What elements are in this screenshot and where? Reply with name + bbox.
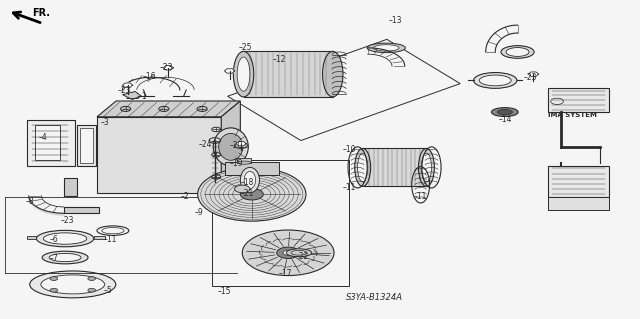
FancyBboxPatch shape	[548, 88, 609, 112]
Text: –14: –14	[499, 115, 512, 123]
Text: IMA SYSTEM: IMA SYSTEM	[548, 112, 597, 118]
Text: S3YA-B1324A: S3YA-B1324A	[346, 293, 403, 302]
Text: –23: –23	[159, 63, 173, 72]
Ellipse shape	[358, 153, 368, 182]
Ellipse shape	[286, 249, 312, 257]
Text: –19: –19	[230, 159, 243, 168]
Polygon shape	[225, 69, 235, 73]
Text: –24: –24	[199, 140, 212, 149]
Text: –3: –3	[100, 118, 109, 127]
Ellipse shape	[374, 45, 399, 51]
Ellipse shape	[36, 230, 94, 247]
Ellipse shape	[219, 133, 243, 160]
Circle shape	[88, 288, 95, 292]
Circle shape	[50, 288, 58, 292]
Circle shape	[198, 167, 306, 221]
FancyBboxPatch shape	[35, 125, 60, 160]
Circle shape	[283, 250, 293, 255]
Text: –13: –13	[389, 17, 403, 26]
Text: –1: –1	[138, 93, 147, 101]
Text: –25: –25	[239, 43, 252, 52]
Ellipse shape	[41, 275, 104, 294]
Circle shape	[241, 189, 263, 200]
Text: –23: –23	[61, 216, 74, 225]
Text: –18: –18	[241, 178, 253, 187]
Text: –23: –23	[524, 73, 538, 82]
Ellipse shape	[497, 109, 513, 115]
Ellipse shape	[355, 148, 371, 186]
FancyBboxPatch shape	[237, 158, 251, 163]
Text: –11: –11	[103, 235, 116, 244]
Ellipse shape	[29, 271, 116, 298]
Text: –2: –2	[181, 192, 189, 201]
Polygon shape	[529, 72, 539, 76]
Ellipse shape	[474, 72, 517, 88]
Ellipse shape	[323, 51, 343, 97]
Ellipse shape	[49, 253, 81, 262]
Ellipse shape	[506, 48, 529, 56]
Polygon shape	[97, 101, 241, 117]
Text: –11: –11	[342, 183, 356, 192]
Ellipse shape	[237, 57, 250, 91]
Text: –11: –11	[413, 192, 427, 201]
FancyBboxPatch shape	[27, 120, 75, 166]
Circle shape	[276, 247, 300, 258]
Ellipse shape	[244, 171, 255, 189]
Ellipse shape	[241, 167, 259, 193]
Ellipse shape	[237, 161, 251, 164]
Polygon shape	[27, 236, 36, 239]
Ellipse shape	[419, 148, 435, 186]
Text: –5: –5	[103, 286, 112, 295]
FancyBboxPatch shape	[548, 197, 609, 210]
Text: –10: –10	[342, 145, 356, 153]
FancyBboxPatch shape	[363, 148, 426, 186]
Text: –4: –4	[38, 133, 47, 143]
FancyBboxPatch shape	[64, 207, 99, 213]
FancyBboxPatch shape	[225, 162, 278, 175]
FancyBboxPatch shape	[548, 166, 609, 197]
Circle shape	[243, 230, 334, 276]
Polygon shape	[94, 236, 104, 239]
Text: –23: –23	[117, 86, 131, 95]
Text: –21: –21	[241, 189, 253, 198]
Ellipse shape	[234, 51, 253, 97]
Text: –12: –12	[272, 56, 285, 64]
Circle shape	[50, 277, 58, 280]
Circle shape	[235, 185, 250, 193]
FancyBboxPatch shape	[77, 125, 96, 166]
Polygon shape	[122, 83, 132, 87]
FancyBboxPatch shape	[244, 51, 333, 97]
FancyBboxPatch shape	[64, 178, 77, 196]
Text: –22: –22	[296, 252, 309, 261]
FancyBboxPatch shape	[97, 117, 221, 193]
Polygon shape	[163, 66, 173, 70]
Ellipse shape	[44, 233, 87, 244]
FancyBboxPatch shape	[80, 128, 93, 163]
Text: –7: –7	[49, 254, 58, 263]
Text: –17: –17	[278, 269, 292, 278]
Text: –6: –6	[49, 235, 58, 244]
Ellipse shape	[213, 128, 248, 166]
Polygon shape	[122, 92, 141, 100]
Text: –20: –20	[230, 141, 243, 150]
Text: –15: –15	[218, 287, 232, 296]
Ellipse shape	[367, 43, 405, 53]
Ellipse shape	[492, 108, 518, 116]
Ellipse shape	[479, 75, 511, 86]
Ellipse shape	[421, 153, 431, 182]
Text: –9: –9	[195, 208, 204, 217]
Circle shape	[88, 277, 95, 280]
Polygon shape	[221, 101, 241, 193]
Text: FR.: FR.	[32, 8, 50, 18]
Ellipse shape	[501, 46, 534, 58]
Polygon shape	[236, 142, 246, 146]
Ellipse shape	[42, 251, 88, 264]
Text: –16: –16	[143, 72, 156, 81]
Text: –8: –8	[26, 197, 34, 206]
